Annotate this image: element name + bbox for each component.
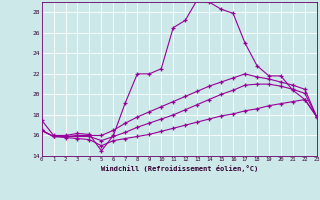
- X-axis label: Windchill (Refroidissement éolien,°C): Windchill (Refroidissement éolien,°C): [100, 165, 258, 172]
